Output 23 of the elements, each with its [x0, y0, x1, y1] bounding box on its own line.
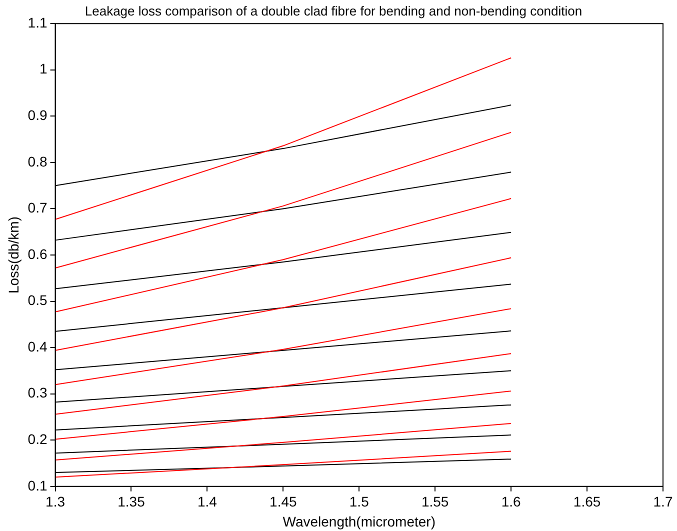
y-tick-label: 0.3 [28, 384, 48, 401]
y-tick-label: 1 [39, 60, 48, 77]
x-tick-label: 1.4 [197, 494, 218, 510]
y-tick-label: 0.5 [28, 292, 48, 308]
x-tick-label: 1.45 [270, 494, 297, 510]
x-tick-label: 1.7 [653, 494, 673, 510]
y-tick-label: 0.9 [28, 107, 48, 124]
x-tick-label: 1.55 [421, 494, 449, 510]
y-tick-label: 0.1 [28, 477, 48, 494]
y-tick-label: 0.7 [28, 200, 48, 216]
x-axis-title: Wavelength(micrometer) [282, 513, 436, 530]
y-tick-label: 0.4 [28, 338, 48, 354]
y-tick-label: 0.6 [28, 246, 48, 262]
y-tick-label: 1.1 [28, 14, 48, 30]
x-tick-label: 1.35 [118, 494, 146, 510]
y-tick-label: 0.2 [28, 430, 48, 447]
y-tick-label: 0.8 [28, 153, 48, 170]
chart-title: Leakage loss comparison of a double clad fibre for bending and non-bending condition [84, 3, 582, 18]
x-tick-label: 1.3 [46, 494, 66, 510]
x-tick-label: 1.65 [573, 494, 601, 510]
y-axis-title: Loss(db/km) [5, 216, 22, 294]
x-tick-label: 1.6 [501, 494, 522, 510]
x-tick-label: 1.5 [349, 494, 370, 510]
